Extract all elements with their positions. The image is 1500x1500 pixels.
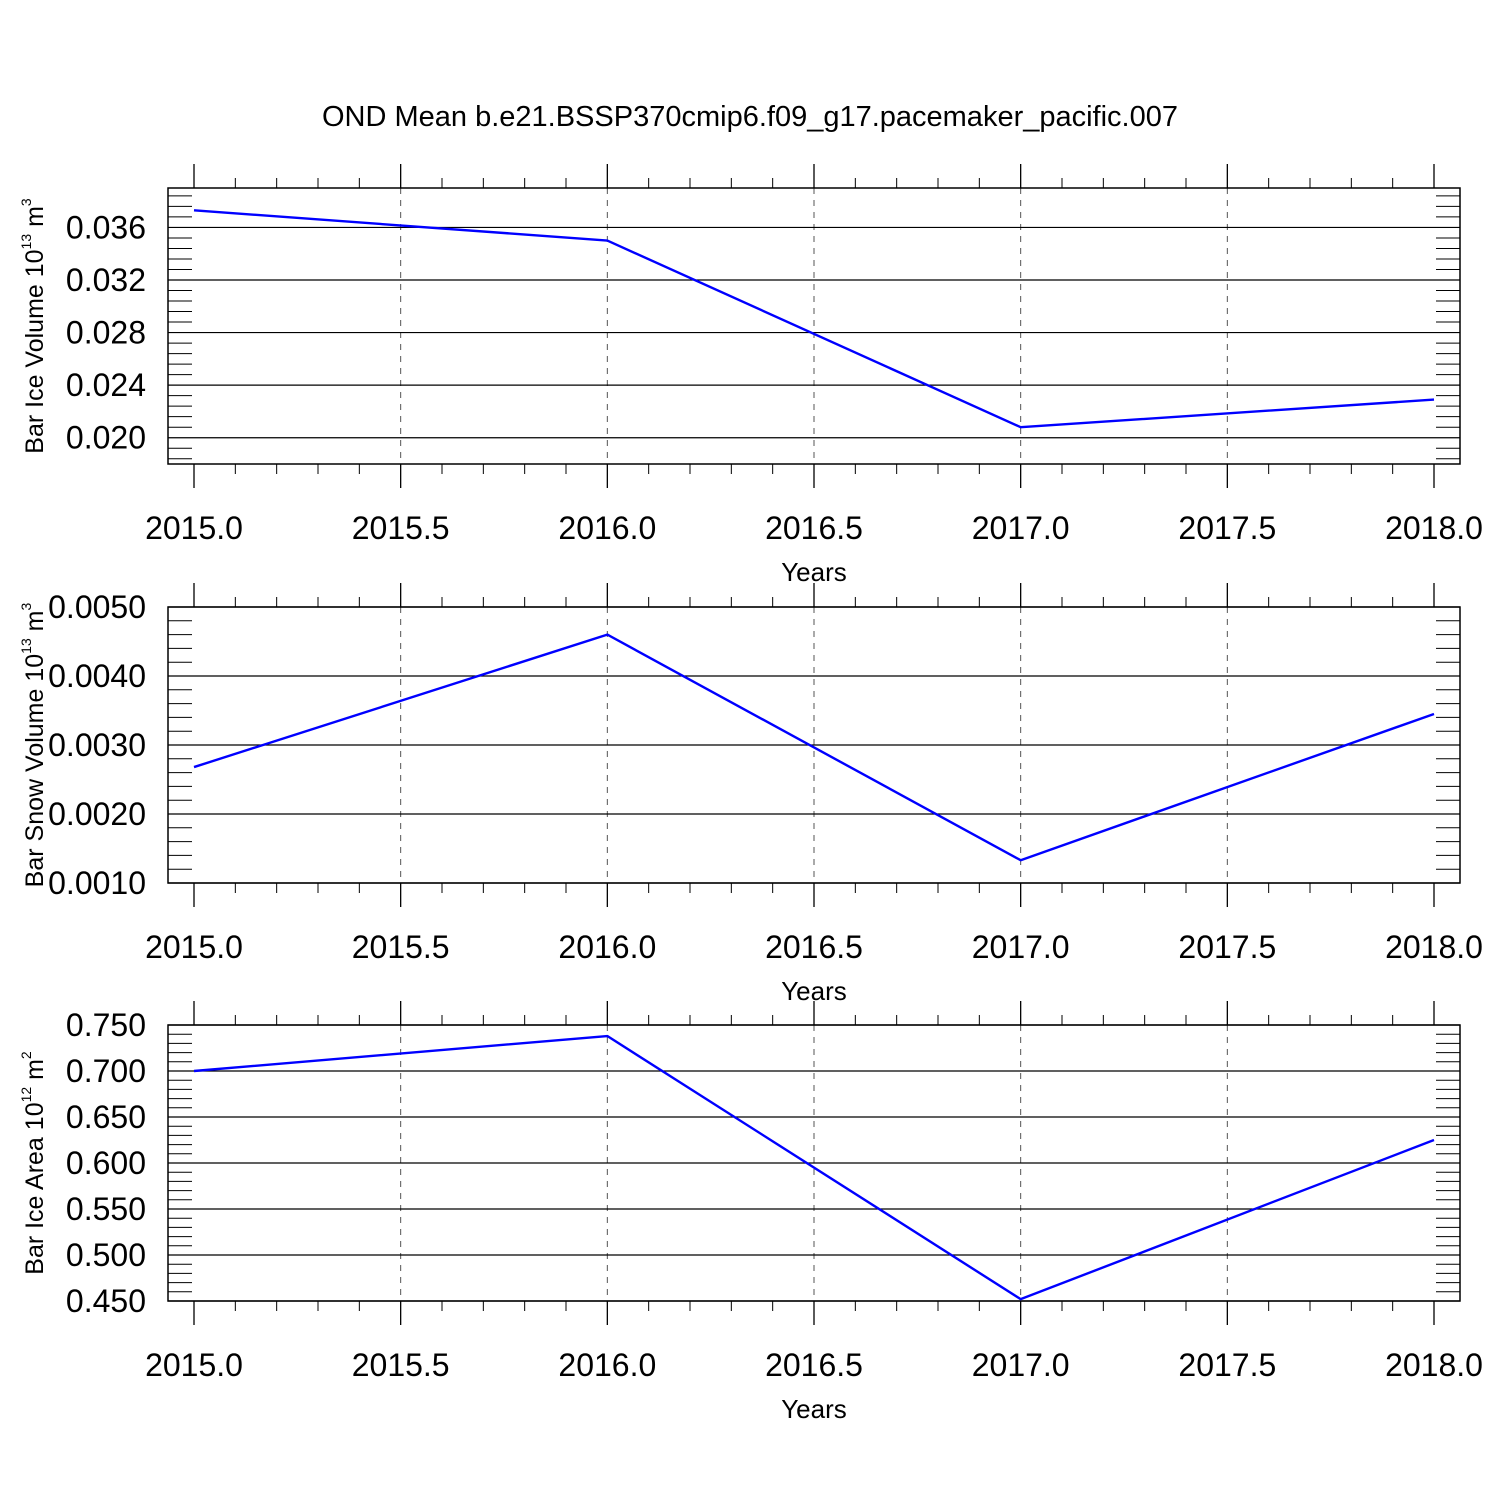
x-axis-title: Years bbox=[781, 1394, 847, 1424]
y-tick-label: 0.032 bbox=[66, 262, 146, 298]
x-tick-label: 2015.5 bbox=[352, 929, 450, 965]
y-axis-title-exponent: 13 bbox=[18, 234, 34, 250]
x-tick-label: 2016.5 bbox=[765, 1347, 863, 1383]
y-axis-title-unit: m bbox=[21, 1059, 49, 1087]
y-tick-label: 0.450 bbox=[66, 1283, 146, 1319]
x-tick-label: 2018.0 bbox=[1385, 1347, 1483, 1383]
y-axis-title-text: Bar Ice Volume 10 bbox=[21, 249, 49, 453]
series-line bbox=[193, 1034, 1435, 1301]
y-tick-label: 0.024 bbox=[66, 367, 146, 403]
y-tick-label: 0.0040 bbox=[48, 658, 146, 694]
x-tick-label: 2016.5 bbox=[765, 510, 863, 546]
y-axis-title: Bar Ice Volume 1013 m3 bbox=[18, 198, 49, 454]
y-axis-title: Bar Ice Area 1012 m2 bbox=[18, 1051, 49, 1275]
series-line bbox=[193, 209, 1435, 429]
x-tick-label: 2016.0 bbox=[558, 510, 656, 546]
y-tick-label: 0.500 bbox=[66, 1237, 146, 1273]
y-axis-title-text: Bar Snow Volume 10 bbox=[21, 654, 49, 887]
x-tick-label: 2015.5 bbox=[352, 510, 450, 546]
x-tick-label: 2018.0 bbox=[1385, 929, 1483, 965]
y-tick-label: 0.036 bbox=[66, 209, 146, 245]
y-tick-label: 0.750 bbox=[66, 1007, 146, 1043]
x-tick-label: 2017.5 bbox=[1178, 929, 1276, 965]
x-tick-label: 2016.0 bbox=[558, 929, 656, 965]
x-tick-label: 2017.5 bbox=[1178, 1347, 1276, 1383]
panel-3: 2015.0 2015.5 2016.0 2016.5 2017.0 2017.5 2018… bbox=[18, 1001, 1483, 1424]
y-axis-title: Bar Snow Volume 1013 m3 bbox=[18, 602, 49, 887]
y-tick-label: 0.700 bbox=[66, 1053, 146, 1089]
y-axis-title-text: Bar Ice Area 10 bbox=[21, 1102, 49, 1274]
y-tick-label: 0.0050 bbox=[48, 589, 146, 625]
y-tick-label: 0.028 bbox=[66, 315, 146, 351]
y-axis-title-exponent: 12 bbox=[18, 1087, 34, 1103]
x-tick-label: 2016.5 bbox=[765, 929, 863, 965]
x-axis-title: Years bbox=[781, 557, 847, 587]
x-tick-label: 2017.0 bbox=[972, 510, 1070, 546]
y-tick-label: 0.020 bbox=[66, 420, 146, 456]
y-axis-title-unit-exponent: 3 bbox=[18, 602, 34, 610]
y-axis-title-unit: m bbox=[21, 206, 49, 234]
chart-title: OND Mean b.e21.BSSP370cmip6.f09_g17.pace… bbox=[322, 101, 1178, 133]
x-tick-label: 2018.0 bbox=[1385, 510, 1483, 546]
panels: 2015.0 2015.5 2016.0 2016.5 2017.0 2017.5 2018… bbox=[18, 164, 1483, 1424]
y-tick-label: 0.650 bbox=[66, 1099, 146, 1135]
y-tick-label: 0.600 bbox=[66, 1145, 146, 1181]
y-tick-label: 0.0030 bbox=[48, 727, 146, 763]
y-axis-title-unit: m bbox=[21, 610, 49, 638]
y-tick-label: 0.550 bbox=[66, 1191, 146, 1227]
x-tick-label: 2015.0 bbox=[145, 510, 243, 546]
panel-1: 2015.0 2015.5 2016.0 2016.5 2017.0 2017.5 2018… bbox=[18, 164, 1483, 587]
y-tick-label: 0.0010 bbox=[48, 865, 146, 901]
x-tick-label: 2017.0 bbox=[972, 1347, 1070, 1383]
panel-2: 2015.0 2015.5 2016.0 2016.5 2017.0 2017.5 2018… bbox=[18, 583, 1483, 1006]
y-axis-title-unit-exponent: 2 bbox=[18, 1051, 34, 1059]
x-tick-label: 2017.5 bbox=[1178, 510, 1276, 546]
x-tick-label: 2015.0 bbox=[145, 929, 243, 965]
y-axis-title-unit-exponent: 3 bbox=[18, 198, 34, 206]
series-line bbox=[193, 633, 1435, 862]
x-tick-label: 2016.0 bbox=[558, 1347, 656, 1383]
x-tick-label: 2015.5 bbox=[352, 1347, 450, 1383]
y-axis-title-exponent: 13 bbox=[18, 638, 34, 654]
x-tick-label: 2015.0 bbox=[145, 1347, 243, 1383]
x-tick-label: 2017.0 bbox=[972, 929, 1070, 965]
y-tick-label: 0.0020 bbox=[48, 796, 146, 832]
